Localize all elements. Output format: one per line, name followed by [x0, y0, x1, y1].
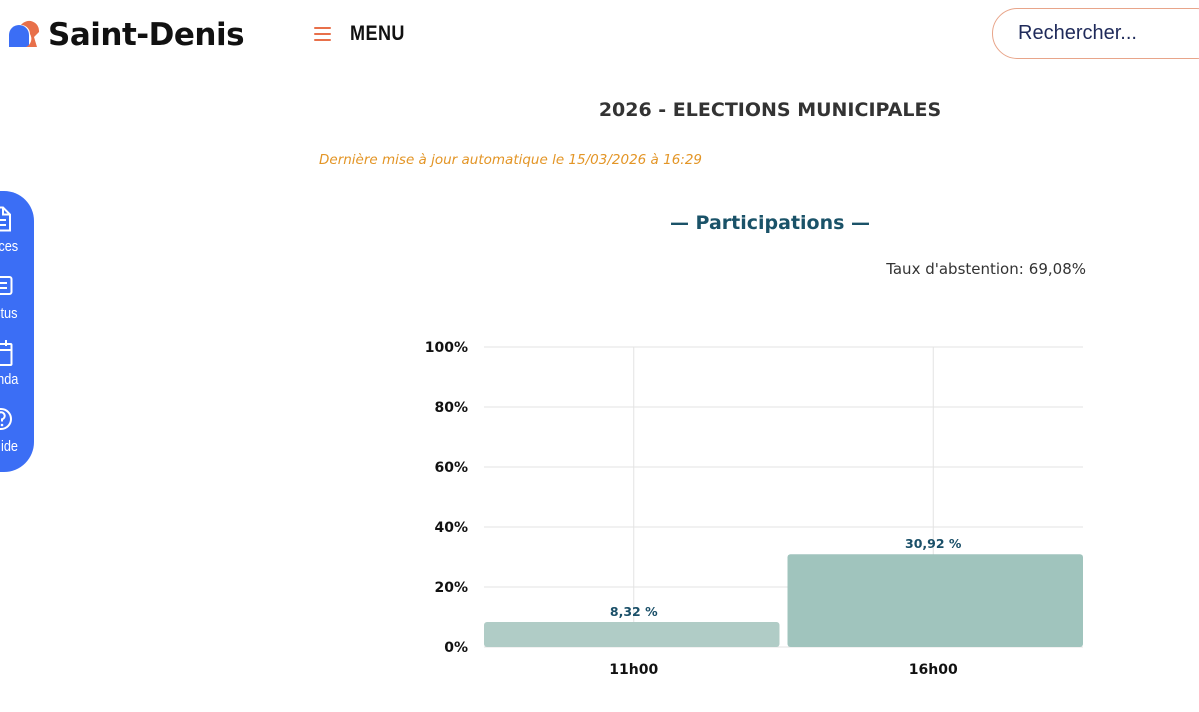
y-tick-label: 100% [425, 340, 468, 356]
dock-item-agenda[interactable]: enda [0, 339, 34, 399]
participation-chart: 0% 20% 40% 60% 80% 100% 8,32 % 11h00 30,92 % 16h0… [425, 340, 1083, 678]
data-label: 30,92 % [905, 536, 962, 551]
y-tick-label: 60% [434, 460, 468, 476]
dock-item-actus[interactable]: ctus [0, 273, 34, 333]
last-update-text: Dernière mise à jour automatique le 15/0… [319, 152, 703, 168]
document-icon [0, 206, 11, 232]
side-dock: vices ctus enda ide [0, 191, 34, 472]
data-label: 8,32 % [610, 604, 658, 619]
dock-label: vices [0, 238, 18, 255]
logo-text: Saint-Denis [48, 17, 245, 53]
search-input[interactable] [1018, 22, 1198, 45]
y-tick-label: 20% [434, 580, 468, 596]
y-tick-label: 80% [434, 400, 468, 416]
search-box[interactable] [992, 8, 1199, 59]
hamburger-icon [314, 27, 331, 41]
y-tick-label: 0% [444, 640, 468, 656]
menu-button[interactable]: MENU [314, 22, 414, 46]
site-logo[interactable]: Saint-Denis [6, 17, 245, 53]
abstention-rate: Taux d'abstention: 69,08% [886, 260, 1086, 278]
abstention-label: Taux d'abstention: [886, 260, 1024, 278]
bar-16h00 [787, 554, 1083, 647]
calendar-icon [0, 340, 13, 366]
logo-icon [6, 19, 42, 51]
dock-label: enda [0, 371, 18, 388]
news-icon [0, 276, 13, 295]
section-title: — Participations — [669, 212, 871, 234]
x-tick-label: 11h00 [609, 662, 658, 678]
abstention-value: 69,08% [1028, 260, 1086, 278]
dock-label: ide [0, 438, 18, 455]
bar-11h00 [484, 622, 780, 647]
x-tick-label: 16h00 [909, 662, 958, 678]
page-title: 2026 - ELECTIONS MUNICIPALES [598, 99, 942, 121]
help-icon [0, 408, 12, 430]
dock-label: ctus [0, 305, 18, 322]
dock-item-services[interactable]: vices [0, 206, 34, 266]
dock-item-aide[interactable]: ide [0, 406, 34, 466]
y-tick-label: 40% [434, 520, 468, 536]
menu-label: MENU [350, 22, 405, 45]
